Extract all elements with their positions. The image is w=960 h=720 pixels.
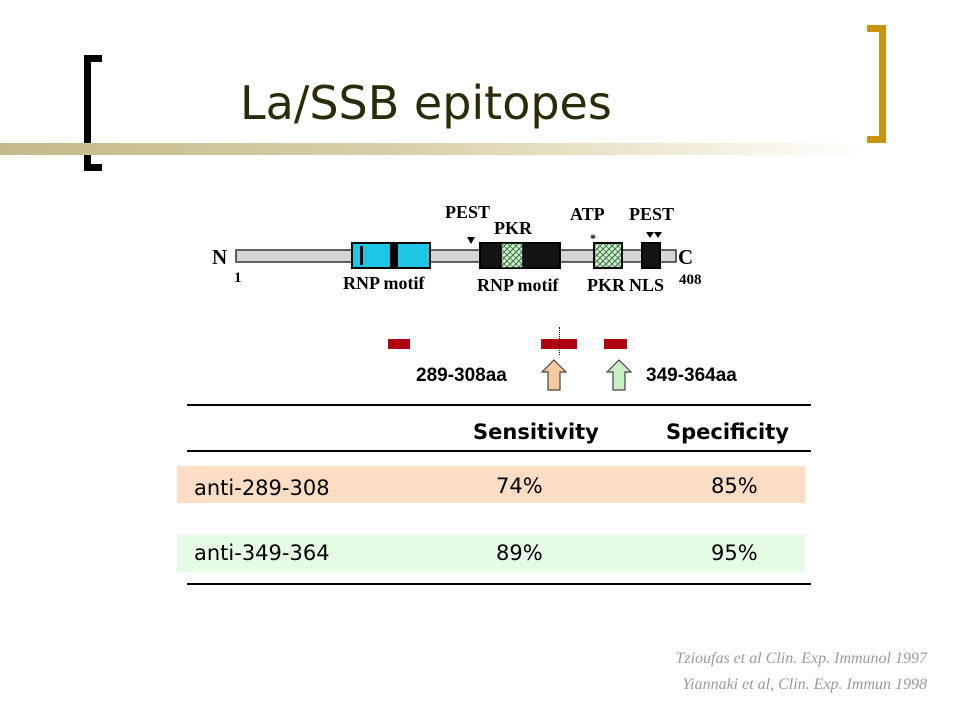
left-bracket-decoration [84, 55, 102, 171]
epitope-dotted-line [559, 327, 560, 355]
atp-label: ATP [570, 204, 605, 224]
row-sensitivity: 74% [496, 474, 543, 498]
pest-marker-right [646, 232, 654, 238]
c-terminus-number: 408 [679, 272, 702, 288]
row-specificity: 85% [711, 474, 758, 498]
pkr-binding-site [500, 242, 524, 269]
table-bottom-rule [187, 583, 811, 585]
table-header-rule [187, 450, 811, 452]
nls-domain [641, 242, 661, 269]
pkr-label-top: PKR [494, 218, 532, 238]
epitope-marker-349-364 [604, 339, 627, 349]
pest-marker-right [654, 232, 662, 238]
rnp-motif-divider [360, 246, 363, 265]
protein-backbone [235, 249, 677, 263]
n-terminus-label: N [212, 245, 228, 269]
title-underline-bar [0, 143, 870, 155]
table-row: anti-349-364 89% 95% [177, 535, 805, 572]
arrow-289-308-icon [540, 359, 568, 391]
pest-label-right: PEST [629, 204, 675, 224]
table-top-rule [187, 404, 811, 406]
nls-label: NLS [629, 275, 665, 295]
rnp-motif-divider [390, 243, 398, 268]
row-antibody-name: anti-349-364 [194, 541, 330, 565]
protein-domain-diagram: PEST PKR ATP PEST N 1 C 408 RNP motif RN… [0, 0, 960, 300]
citation-2: Yiannaki et al, Clin. Exp. Immun 1998 [682, 676, 927, 693]
pest-marker-left [467, 237, 475, 244]
protein-bar-graphic: * [235, 231, 677, 269]
rnp-motif-label-2: RNP motif [477, 275, 559, 295]
header-sensitivity: Sensitivity [473, 420, 599, 444]
epitope-marker [388, 339, 410, 349]
table-row: anti-289-308 74% 85% [177, 466, 805, 503]
right-bracket-decoration [867, 25, 886, 143]
atp-marker: * [590, 231, 596, 245]
arrow-349-364-icon [605, 359, 633, 391]
pkr-label-bottom: PKR [587, 275, 625, 295]
slide-title: La/SSB epitopes [240, 76, 612, 130]
atp-pkr-domain [593, 242, 623, 269]
row-sensitivity: 89% [496, 541, 543, 565]
row-specificity: 95% [711, 541, 758, 565]
citation-1: Tzioufas et al Clin. Exp. Immunol 1997 [675, 650, 927, 667]
epitope-label-289-308: 289-308aa [416, 365, 507, 386]
n-terminus-number: 1 [234, 270, 242, 286]
row-antibody-name: anti-289-308 [194, 476, 330, 500]
epitope-label-349-364: 349-364aa [646, 365, 737, 386]
pest-label-left: PEST [445, 202, 491, 222]
header-specificity: Specificity [666, 420, 789, 444]
c-terminus-label: C [678, 245, 694, 269]
rnp-motif-label-1: RNP motif [343, 273, 425, 293]
